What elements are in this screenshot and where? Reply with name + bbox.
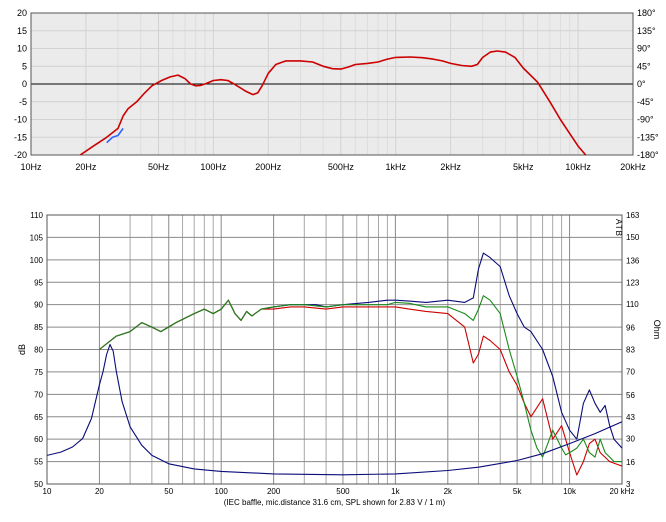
x-tick-label: 10Hz xyxy=(20,162,42,172)
watermark-label: ATB xyxy=(614,219,623,237)
y2-tick-label: 135° xyxy=(637,26,656,36)
y-tick-label: 0 xyxy=(22,79,27,89)
x-tick-label: 50 xyxy=(164,487,173,496)
spl-impedance-chart: 1101051009590858075706560555016315013612… xyxy=(17,211,662,507)
x-tick-label: 10k xyxy=(563,487,577,496)
y2-tick-label: 45° xyxy=(637,61,651,71)
x-tick-label: 100Hz xyxy=(200,162,227,172)
y-tick-label: 10 xyxy=(17,44,27,54)
y-tick-label: 60 xyxy=(34,435,43,444)
y-tick-label: 50 xyxy=(34,480,43,489)
x-tick-label: 2kHz xyxy=(440,162,461,172)
y-tick-label: 65 xyxy=(34,413,43,422)
x-tick-label: 1kHz xyxy=(385,162,406,172)
x-tick-label: 20 xyxy=(95,487,104,496)
y2-tick-label: 30 xyxy=(626,435,635,444)
y2-tick-label: 70 xyxy=(626,367,635,376)
y-tick-label: 20 xyxy=(17,8,27,18)
y2-tick-label: -180° xyxy=(637,150,659,160)
y2-tick-label: 56 xyxy=(626,391,635,400)
x-tick-label: 100 xyxy=(215,487,229,496)
y2-tick-label: 110 xyxy=(626,300,639,309)
y-tick-label: 70 xyxy=(34,390,43,399)
x-tick-label: 20kHz xyxy=(620,162,646,172)
phase-response-chart: 20 15 10 5 0 -5 -10 -15 -20 180° 135° 90° 45° 0° -45° -… xyxy=(14,8,659,172)
y-tick-label: 5 xyxy=(22,61,27,71)
y2-tick-label: 96 xyxy=(626,324,635,333)
series-line-2 xyxy=(106,127,124,144)
y-tick-label: 80 xyxy=(34,346,43,355)
y2-tick-label: 43 xyxy=(626,413,635,422)
y-tick-label: 75 xyxy=(34,368,43,377)
y2-tick-label: -135° xyxy=(637,132,659,142)
series-line-4 xyxy=(47,343,622,476)
series-group xyxy=(79,50,587,155)
x-tick-label: 200 xyxy=(267,487,281,496)
y-tick-label: 90 xyxy=(34,301,43,310)
x-tick-label: 5kHz xyxy=(513,162,534,172)
plot-frame xyxy=(46,214,623,485)
x-tick-label: 500Hz xyxy=(328,162,355,172)
y-tick-label: -5 xyxy=(19,97,27,107)
x-tick-label: 20Hz xyxy=(75,162,97,172)
y-tick-label: 85 xyxy=(34,323,43,332)
y2-tick-label: 90° xyxy=(637,44,651,54)
y2-tick-label: 3 xyxy=(626,480,631,489)
x-tick-label: 5k xyxy=(513,487,522,496)
y-tick-label: 15 xyxy=(17,26,27,36)
x-tick-label: 10kHz xyxy=(565,162,591,172)
y2-axis-label: Ohm xyxy=(652,320,662,340)
y-tick-label: -15 xyxy=(14,132,27,142)
series-line-1 xyxy=(79,50,587,155)
plot-frame xyxy=(30,12,634,156)
x-tick-label: 50Hz xyxy=(148,162,170,172)
y2-tick-label: 0° xyxy=(637,79,646,89)
x-axis-label: (IEC baffle, mic.distance 31.6 cm, SPL s… xyxy=(224,498,446,507)
y2-tick-label: 16 xyxy=(626,458,635,467)
series-line-3 xyxy=(99,295,622,463)
y2-tick-label: 83 xyxy=(626,346,635,355)
y-tick-label: -20 xyxy=(14,150,27,160)
y2-tick-label: 180° xyxy=(637,8,656,18)
y-tick-label: 110 xyxy=(30,211,43,220)
x-tick-label: 20 kHz xyxy=(610,487,635,496)
x-tick-label: 500 xyxy=(336,487,350,496)
y2-tick-label: -45° xyxy=(637,97,654,107)
x-tick-label: 10 xyxy=(43,487,52,496)
y2-tick-label: -90° xyxy=(637,115,654,125)
y2-tick-label: 163 xyxy=(626,211,640,220)
y-tick-label: 105 xyxy=(30,233,44,242)
y2-tick-label: 150 xyxy=(626,233,640,242)
y-tick-label: 100 xyxy=(30,256,44,265)
x-tick-label: 200Hz xyxy=(255,162,282,172)
x-tick-label: 1k xyxy=(391,487,400,496)
y-tick-label: 55 xyxy=(34,458,43,467)
y-axis-label: dB xyxy=(17,344,27,355)
y2-tick-label: 136 xyxy=(626,256,640,265)
y2-tick-label: 123 xyxy=(626,278,640,287)
x-tick-label: 2k xyxy=(444,487,453,496)
y-tick-label: 95 xyxy=(34,278,43,287)
series-group xyxy=(47,252,622,476)
y-tick-label: -10 xyxy=(14,115,27,125)
